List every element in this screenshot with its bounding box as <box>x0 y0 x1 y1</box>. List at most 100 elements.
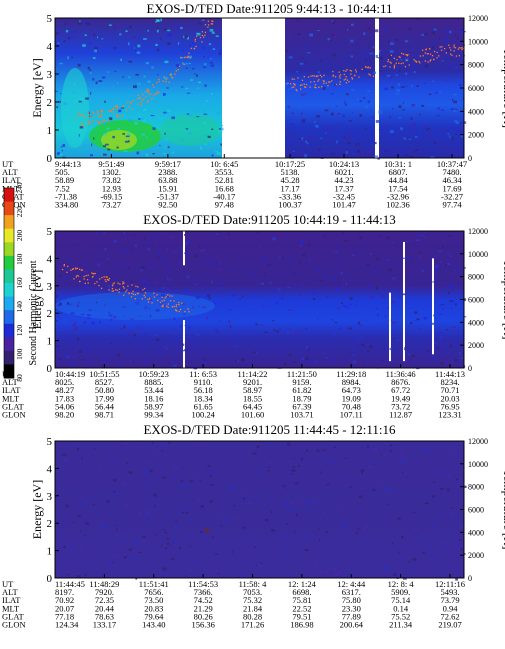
table-cell: -71.38 <box>55 191 77 201</box>
table-cell: 21.84 <box>243 603 263 613</box>
data-dropout-line <box>389 292 391 362</box>
y2-tick-label: 8000 <box>468 273 484 282</box>
colorbar-tick-label: 100 <box>15 348 24 360</box>
table-cell: 7480. <box>442 167 461 177</box>
table-cell: 72.62 <box>440 611 459 621</box>
table-cell: 22.52 <box>292 603 311 613</box>
table-cell: 11: 6:53 <box>189 369 217 379</box>
ephemeris-table-2: UTALTILATMLTGLATGLON10:44:198025.48.2717… <box>2 369 465 420</box>
table-cell: 16.68 <box>215 183 234 193</box>
table-cell: 5493. <box>440 587 459 597</box>
table-cell: 107.11 <box>340 410 363 420</box>
row-label: UT <box>2 579 14 589</box>
table-cell: -69.15 <box>100 191 122 201</box>
table-cell: -33.36 <box>279 191 301 201</box>
table-cell: 10:17:25 <box>275 159 305 169</box>
table-cell: 6317. <box>342 587 361 597</box>
data-gap-stripe <box>375 18 379 158</box>
table-cell: 143.40 <box>142 620 165 630</box>
ephemeris-table-1: UTALTILATMLTGLATGLON9:44:13505.58.897.52… <box>2 159 467 210</box>
table-cell: 17.69 <box>442 183 461 193</box>
table-cell: 23.30 <box>342 603 361 613</box>
table-cell: 98.20 <box>55 410 74 420</box>
table-cell: 73.72 <box>391 401 410 411</box>
spectrogram-panel-2 <box>55 231 464 368</box>
table-cell: 103.71 <box>290 410 313 420</box>
table-cell: 9201. <box>243 377 262 387</box>
table-cell: 15.91 <box>158 183 177 193</box>
table-cell: 99.34 <box>144 410 164 420</box>
y-tick-label: 4 <box>47 253 53 265</box>
table-cell: 1302. <box>102 167 121 177</box>
spectrogram-texture <box>55 18 224 159</box>
colorbar-swatch <box>4 323 14 338</box>
table-cell: 10:31: 1 <box>384 159 412 169</box>
row-label: ILAT <box>2 175 21 185</box>
table-cell: 10:59:23 <box>139 369 169 379</box>
y-axis-label: Energy [eV] <box>30 480 44 539</box>
colorbar-swatch <box>4 364 14 379</box>
chart-title: EXOS-D/TED Date:911205 9:44:13 - 10:44:1… <box>146 1 392 16</box>
table-cell: 3553. <box>215 167 234 177</box>
table-cell: 11:14:22 <box>238 369 268 379</box>
table-cell: 12:11:16 <box>435 579 465 589</box>
table-cell: 75.32 <box>243 595 262 605</box>
y2-tick-label: 12000 <box>468 437 488 446</box>
table-cell: 5909. <box>391 587 410 597</box>
table-cell: 8676. <box>391 377 410 387</box>
temperature-points <box>383 44 466 69</box>
table-cell: 20.07 <box>55 603 74 613</box>
spectrogram-segment-1 <box>55 441 464 578</box>
colorbar-tick-label: 220 <box>15 206 24 218</box>
table-cell: -40.17 <box>213 191 235 201</box>
row-label: ALT <box>2 167 19 177</box>
spectrogram-segment-2 <box>285 18 464 158</box>
table-cell: 92.50 <box>158 200 177 210</box>
table-cell: 73.27 <box>102 200 121 210</box>
row-label: GLAT <box>2 401 25 411</box>
table-cell: 11:36:46 <box>386 369 416 379</box>
table-cell: 11:58: 4 <box>239 579 268 589</box>
colorbar-swatch <box>4 337 14 352</box>
table-cell: 8527. <box>95 377 114 387</box>
table-cell: 17.17 <box>280 183 299 193</box>
table-cell: 97.48 <box>215 200 234 210</box>
colorbar-swatch <box>4 242 14 257</box>
table-cell: 72.35 <box>95 595 114 605</box>
y2-tick-label: 2000 <box>468 341 484 350</box>
row-label: ILAT <box>2 385 21 395</box>
y-tick-label: 0 <box>47 153 53 165</box>
y-axis-label: Energy [eV] <box>30 58 44 117</box>
table-cell: 6698. <box>292 587 311 597</box>
table-cell: -32.96 <box>387 191 409 201</box>
table-cell: 9:59:17 <box>155 159 181 169</box>
table-cell: 12: 4:44 <box>337 579 366 589</box>
colorbar-swatch <box>4 228 14 243</box>
table-cell: 21.29 <box>194 603 213 613</box>
table-cell: 5138. <box>280 167 299 177</box>
y-tick-label: 3 <box>47 491 53 503</box>
table-cell: 9:51:49 <box>98 159 124 169</box>
colorbar-swatch <box>4 215 14 230</box>
colorbar-swatch <box>4 296 14 311</box>
chart-title: EXOS-D/TED Date:911205 10:44:19 - 11:44:… <box>143 212 396 227</box>
table-cell: 44.23 <box>334 175 353 185</box>
table-cell: 75.14 <box>391 595 411 605</box>
y-tick-label: 5 <box>47 436 53 448</box>
y2-tick-label: 10000 <box>468 250 488 259</box>
colorbar-swatch <box>4 188 14 203</box>
table-cell: 9159. <box>292 377 311 387</box>
table-cell: 8197. <box>55 587 74 597</box>
y-tick-label: 0 <box>47 363 53 375</box>
colorbar-swatch <box>4 201 14 216</box>
table-cell: 100.24 <box>191 410 215 420</box>
table-cell: 75.81 <box>292 595 311 605</box>
y2-tick-label: 4000 <box>468 528 484 537</box>
table-cell: 70.92 <box>55 595 74 605</box>
temperature-points <box>75 20 214 127</box>
y-tick-label: 1 <box>47 546 53 558</box>
table-cell: 11:54:53 <box>188 579 218 589</box>
table-cell: 8885. <box>144 377 163 387</box>
table-cell: 10: 6:45 <box>210 159 238 169</box>
